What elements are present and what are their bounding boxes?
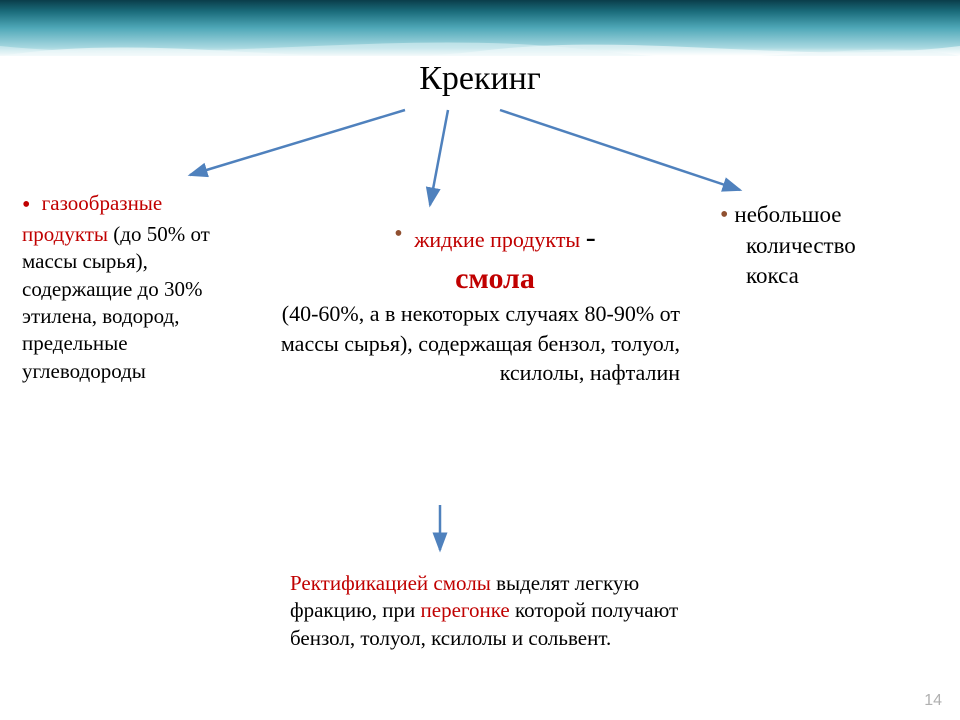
gaseous-text: (до 50% от массы сырья), содержащие до 3… xyxy=(22,222,210,382)
liquid-text: (40-60%, а в некоторых случаях 80-90% от… xyxy=(260,299,680,388)
liquid-highlight: жидкие продукты xyxy=(414,227,586,252)
branch-gaseous: • газообразные продукты (до 50% от массы… xyxy=(22,190,252,385)
diagram-title: Крекинг xyxy=(0,60,960,98)
bullet-icon: • xyxy=(22,190,30,221)
wave-graphic xyxy=(0,26,960,56)
rect-h2: перегонке xyxy=(421,598,515,622)
header-banner xyxy=(0,0,960,56)
bullet-icon: • xyxy=(720,200,728,231)
bullet-icon: • xyxy=(394,218,402,250)
dash: - xyxy=(586,221,596,254)
branch-coke: •небольшое количество кокса xyxy=(720,200,940,291)
liquid-bold: смола xyxy=(310,259,680,300)
arrow-center xyxy=(430,110,448,205)
arrow-right xyxy=(500,110,740,190)
coke-line2: количество xyxy=(746,231,940,261)
page-number: 14 xyxy=(924,692,942,710)
coke-line3: кокса xyxy=(746,261,940,291)
rect-h1: Ректификацией смолы xyxy=(290,571,496,595)
branch-liquid: • жидкие продукты - смола (40-60%, а в н… xyxy=(260,218,680,388)
arrow-left xyxy=(190,110,405,175)
coke-line1: небольшое xyxy=(734,202,841,227)
rectification-note: Ректификацией смолы выделят легкую фракц… xyxy=(290,570,710,652)
